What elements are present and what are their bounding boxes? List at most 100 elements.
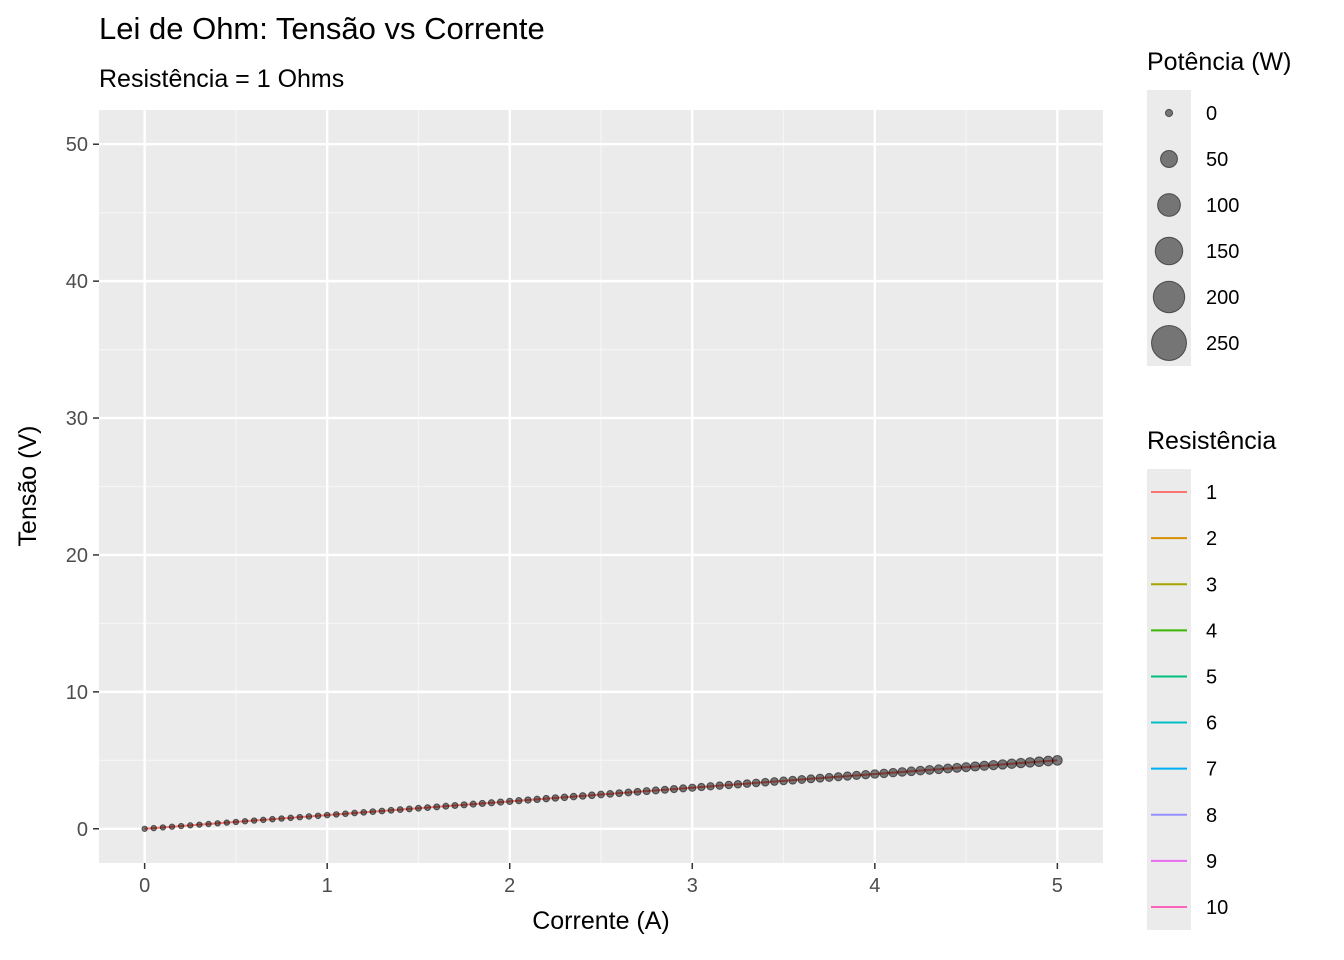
data-point (396, 806, 404, 814)
data-point (515, 797, 523, 805)
data-point (933, 764, 944, 775)
data-point (351, 809, 358, 817)
size-legend-title: Potência (W) (1147, 48, 1291, 76)
data-point (633, 787, 642, 796)
data-point (560, 793, 569, 802)
x-tick-label: 3 (687, 875, 698, 897)
data-point (851, 770, 862, 781)
size-legend: 0 50 100 150 200 250 (1147, 90, 1239, 366)
color-legend-key-background (1147, 469, 1191, 930)
size-legend-key (1151, 325, 1187, 361)
data-point (970, 761, 981, 772)
color-legend-label: 10 (1206, 897, 1228, 919)
data-point (305, 813, 313, 820)
x-tick-label: 1 (322, 875, 333, 897)
data-point (751, 778, 761, 788)
data-point (897, 767, 908, 777)
data-point (487, 799, 496, 807)
data-point (387, 806, 395, 814)
color-legend: 1 2 3 4 5 6 7 8 9 10 (1147, 469, 1228, 930)
data-point (451, 801, 459, 810)
x-axis: 0 1 2 3 4 5 (139, 863, 1063, 897)
data-point (496, 798, 505, 806)
data-point (1033, 756, 1045, 767)
x-tick-label: 5 (1052, 875, 1063, 897)
data-point (942, 763, 953, 774)
data-point (378, 807, 386, 815)
data-point (260, 816, 267, 824)
color-legend-label: 9 (1206, 851, 1217, 873)
color-legend-label: 5 (1206, 666, 1217, 688)
data-point (688, 783, 697, 792)
data-point (551, 794, 560, 802)
data-point (405, 805, 413, 813)
y-tick-label: 50 (66, 134, 88, 156)
data-point (860, 770, 871, 780)
data-point (615, 789, 624, 798)
data-point (414, 804, 422, 812)
data-point (624, 788, 633, 797)
data-point (569, 792, 578, 801)
y-tick-label: 10 (66, 682, 88, 704)
size-legend-label: 0 (1206, 103, 1217, 125)
color-legend-title: Resistência (1147, 427, 1276, 455)
data-point (642, 787, 651, 796)
data-point (360, 808, 368, 816)
data-point (951, 762, 962, 773)
data-point (150, 824, 157, 832)
data-point (997, 759, 1008, 770)
x-tick-label: 0 (139, 875, 150, 897)
data-point (332, 811, 340, 818)
data-point (915, 765, 926, 776)
color-legend-label: 7 (1206, 759, 1217, 781)
data-point (651, 786, 660, 795)
size-legend-key (1164, 108, 1174, 118)
data-point (278, 815, 285, 822)
data-point (168, 823, 176, 830)
x-tick-label: 2 (504, 875, 515, 897)
data-point (733, 780, 743, 789)
data-point (533, 795, 541, 804)
size-legend-key-background (1147, 90, 1191, 366)
size-legend-label: 200 (1206, 287, 1239, 309)
data-point (1042, 755, 1054, 767)
data-point (979, 760, 990, 771)
size-legend-label: 100 (1206, 195, 1239, 217)
size-legend-key (1157, 193, 1181, 217)
size-legend-key (1154, 236, 1184, 266)
data-point (597, 790, 605, 799)
data-point (961, 762, 972, 773)
data-point (424, 804, 432, 812)
data-point (724, 780, 734, 790)
data-point (770, 777, 779, 786)
data-point (442, 802, 450, 810)
data-point (815, 773, 825, 783)
data-point (706, 782, 715, 791)
x-tick-label: 4 (869, 875, 880, 897)
y-axis-title: Tensão (V) (14, 426, 42, 547)
data-point (660, 785, 669, 794)
data-point (679, 784, 688, 793)
data-point (196, 821, 203, 828)
data-point (1015, 757, 1027, 769)
color-legend-label: 6 (1206, 713, 1217, 735)
data-point (760, 777, 770, 787)
data-point (888, 767, 898, 778)
data-point (988, 759, 999, 771)
data-point (214, 820, 221, 827)
size-legend-label: 250 (1206, 333, 1239, 355)
data-point (460, 801, 468, 809)
data-point (269, 815, 276, 823)
data-point (223, 819, 231, 826)
data-point (697, 782, 706, 792)
data-point (314, 812, 322, 820)
data-point (833, 772, 843, 782)
color-legend-label: 8 (1206, 805, 1217, 827)
data-point (588, 791, 596, 800)
color-legend-label: 4 (1206, 620, 1217, 642)
data-point (433, 803, 441, 811)
x-axis-title: Corrente (A) (532, 907, 670, 935)
data-point (542, 794, 550, 803)
size-legend-key (1152, 280, 1186, 314)
data-point (906, 766, 917, 777)
